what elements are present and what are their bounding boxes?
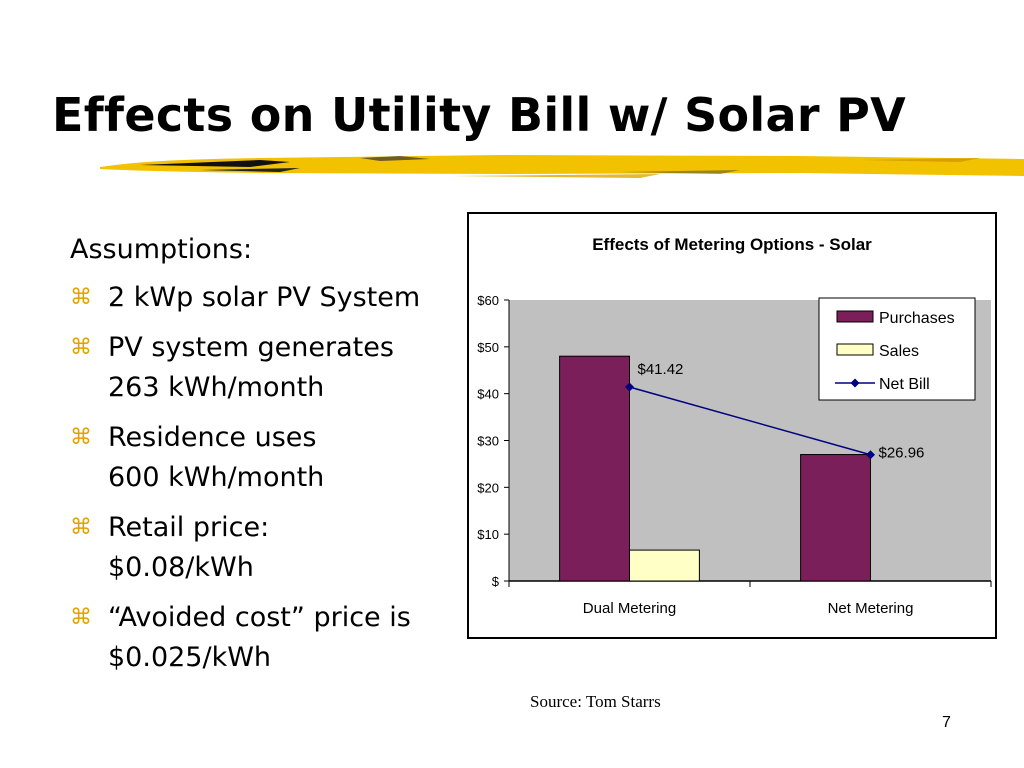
bar-purchases [559, 355, 630, 582]
bullet-command-icon: ⌘ [70, 515, 92, 540]
bullet-item: ⌘ 2 kWp solar PV System [70, 278, 470, 318]
bullet-item: ⌘ “Avoided cost” price is $0.025/kWh [70, 598, 470, 678]
assumptions-list: Assumptions: ⌘ 2 kWp solar PV System ⌘ PV s… [70, 230, 470, 688]
slide-title: Effects on Utility Bill w/ Solar PV [52, 88, 907, 142]
bullet-text: $0.025/kWh [108, 642, 272, 673]
net-bill-line [629, 386, 871, 456]
net-bill-data-label: $41.42 [638, 361, 684, 378]
bullet-item: ⌘ Retail price: $0.08/kWh [70, 508, 470, 588]
net-bill-data-label: $26.96 [879, 445, 925, 462]
chart-title: Effects of Metering Options - Solar [592, 235, 872, 254]
y-tick-label: $30 [477, 434, 499, 449]
x-category-label: Dual Metering [583, 600, 676, 617]
legend-label: Net Bill [879, 376, 930, 393]
y-tick-label: $50 [477, 340, 499, 355]
bullet-item: ⌘ Residence uses 600 kWh/month [70, 418, 470, 498]
y-tick-label: $40 [477, 387, 499, 402]
bullet-text: “Avoided cost” price is [108, 602, 411, 633]
legend-swatch-purchases [836, 310, 874, 323]
legend-label: Sales [879, 343, 919, 360]
net-bill-point [866, 450, 875, 460]
legend-swatch-sales [836, 343, 874, 356]
bullet-command-icon: ⌘ [70, 605, 92, 630]
source-credit: Source: Tom Starrs [530, 692, 661, 711]
bullet-text: Retail price: [108, 512, 270, 543]
net-bill-point [625, 382, 634, 392]
metering-chart: Effects of Metering Options - Solar $ $10 $… [477, 235, 992, 617]
y-tick-label: $10 [477, 527, 499, 542]
bullet-command-icon: ⌘ [70, 335, 92, 360]
assumptions-heading: Assumptions: [70, 234, 253, 265]
bullet-text: 263 kWh/month [108, 372, 325, 403]
bullet-text: 600 kWh/month [108, 462, 325, 493]
legend-marker-net-bill [850, 378, 860, 388]
bar-purchases [800, 454, 871, 582]
y-tick-label: $60 [477, 293, 499, 308]
y-tick-label: $ [492, 574, 500, 589]
bar-sales [629, 549, 700, 582]
bullet-command-icon: ⌘ [70, 425, 92, 450]
chart-panel: Effects of Metering Options - Solar $ $10 $… [467, 212, 997, 639]
x-category-label: Net Metering [828, 600, 914, 617]
bullet-item: ⌘ PV system generates 263 kWh/month [70, 328, 470, 408]
bullet-text: PV system generates [108, 332, 394, 363]
legend-label: Purchases [879, 310, 955, 327]
bullet-text: 2 kWp solar PV System [108, 282, 421, 313]
bullet-text: Residence uses [108, 422, 317, 453]
page-number: 7 [942, 714, 951, 731]
title-underline [100, 155, 1024, 178]
bullet-text: $0.08/kWh [108, 552, 254, 583]
bullet-command-icon: ⌘ [70, 285, 92, 310]
y-tick-label: $20 [477, 480, 499, 495]
